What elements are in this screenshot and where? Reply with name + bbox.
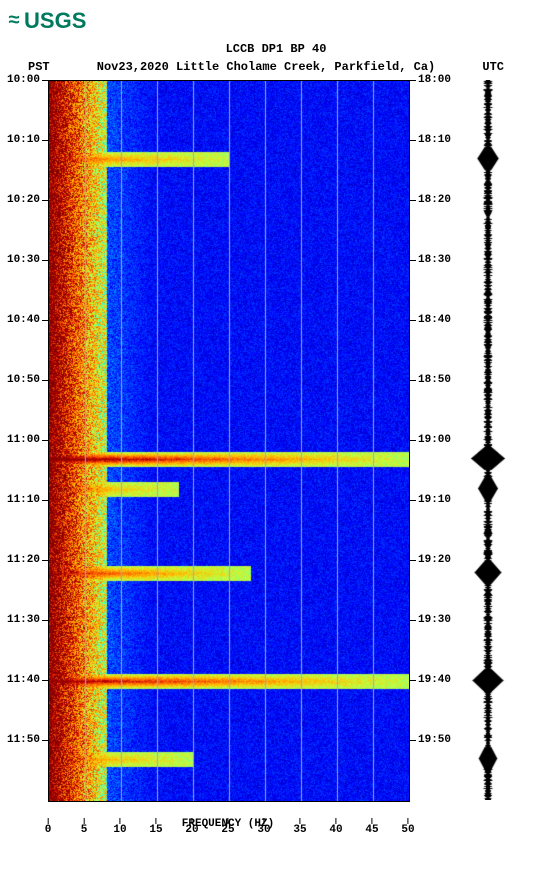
tick-label: 25: [221, 824, 234, 836]
x-tick: 45: [365, 818, 378, 836]
left-tick: 11:50: [7, 734, 48, 746]
right-tick: 19:00: [410, 434, 451, 446]
tick-label: 11:10: [7, 494, 42, 506]
tick-label: 0: [45, 824, 52, 836]
tick-label: 18:30: [416, 254, 451, 266]
right-tick: 19:30: [410, 614, 451, 626]
tick-label: 45: [365, 824, 378, 836]
right-tick: 18:10: [410, 134, 451, 146]
left-tick: 10:20: [7, 194, 48, 206]
right-tick: 18:00: [410, 74, 451, 86]
date-label: Nov23,2020: [97, 60, 169, 74]
tick-label: 19:00: [416, 434, 451, 446]
tick-label: 35: [293, 824, 306, 836]
chart-body: 10:0010:1010:2010:3010:4010:5011:0011:10…: [8, 80, 544, 802]
left-tick: 11:20: [7, 554, 48, 566]
tick-label: 19:50: [416, 734, 451, 746]
x-tick: 40: [329, 818, 342, 836]
x-tick: 25: [221, 818, 234, 836]
tick-label: 18:40: [416, 314, 451, 326]
left-tick: 10:00: [7, 74, 48, 86]
tick-label: 11:20: [7, 554, 42, 566]
left-tick: 10:30: [7, 254, 48, 266]
spectrogram-panel: [48, 80, 410, 802]
spectrogram-canvas: [48, 80, 410, 802]
y-axis-right: 18:0018:1018:2018:3018:4018:5019:0019:10…: [410, 80, 460, 800]
right-tick: 18:30: [410, 254, 451, 266]
right-timezone-label: UTC: [482, 60, 504, 74]
right-tick: 19:20: [410, 554, 451, 566]
tick-label: 11:50: [7, 734, 42, 746]
tick-label: 11:30: [7, 614, 42, 626]
right-tick: 18:20: [410, 194, 451, 206]
tick-label: 18:00: [416, 74, 451, 86]
logo-wave-icon: ≈: [8, 10, 20, 33]
left-tick: 11:30: [7, 614, 48, 626]
tick-label: 19:20: [416, 554, 451, 566]
x-tick: 50: [401, 818, 414, 836]
x-axis: 50454035302520151050 FREQUENCY (HZ): [48, 818, 408, 858]
usgs-logo: ≈ USGS: [8, 8, 544, 34]
x-tick: 30: [257, 818, 270, 836]
tick-label: 10:30: [7, 254, 42, 266]
x-tick: 35: [293, 818, 306, 836]
tick-label: 10:40: [7, 314, 42, 326]
x-tick: 15: [149, 818, 162, 836]
logo-text: USGS: [24, 8, 86, 34]
x-tick: 20: [185, 818, 198, 836]
tick-label: 19:30: [416, 614, 451, 626]
x-tick: 5: [81, 818, 88, 836]
tick-label: 18:20: [416, 194, 451, 206]
location-label: Little Cholame Creek, Parkfield, Ca): [176, 60, 435, 74]
left-timezone-label: PST: [28, 60, 50, 74]
tick-label: 15: [149, 824, 162, 836]
waveform-canvas: [468, 80, 508, 800]
tick-label: 10:20: [7, 194, 42, 206]
left-tick: 10:50: [7, 374, 48, 386]
left-tick: 10:10: [7, 134, 48, 146]
tick-label: 10:50: [7, 374, 42, 386]
right-tick: 19:40: [410, 674, 451, 686]
tick-label: 50: [401, 824, 414, 836]
tick-label: 19:40: [416, 674, 451, 686]
tick-label: 11:40: [7, 674, 42, 686]
right-tick: 19:10: [410, 494, 451, 506]
tick-label: 40: [329, 824, 342, 836]
left-tick: 10:40: [7, 314, 48, 326]
tick-label: 30: [257, 824, 270, 836]
left-tick: 11:10: [7, 494, 48, 506]
y-axis-left: 10:0010:1010:2010:3010:4010:5011:0011:10…: [8, 80, 48, 800]
tick-label: 20: [185, 824, 198, 836]
tick-label: 10:00: [7, 74, 42, 86]
left-tick: 11:40: [7, 674, 48, 686]
tick-label: 10:10: [7, 134, 42, 146]
tick-label: 10: [113, 824, 126, 836]
chart-title: LCCB DP1 BP 40: [8, 42, 544, 56]
x-tick: 0: [45, 818, 52, 836]
tick-label: 19:10: [416, 494, 451, 506]
chart-subtitle-row: PST Nov23,2020 Little Cholame Creek, Par…: [8, 60, 544, 74]
x-tick: 10: [113, 818, 126, 836]
tick-label: 18:10: [416, 134, 451, 146]
left-tick: 11:00: [7, 434, 48, 446]
right-tick: 18:50: [410, 374, 451, 386]
tick-label: 5: [81, 824, 88, 836]
right-tick: 19:50: [410, 734, 451, 746]
right-tick: 18:40: [410, 314, 451, 326]
tick-label: 11:00: [7, 434, 42, 446]
tick-label: 18:50: [416, 374, 451, 386]
